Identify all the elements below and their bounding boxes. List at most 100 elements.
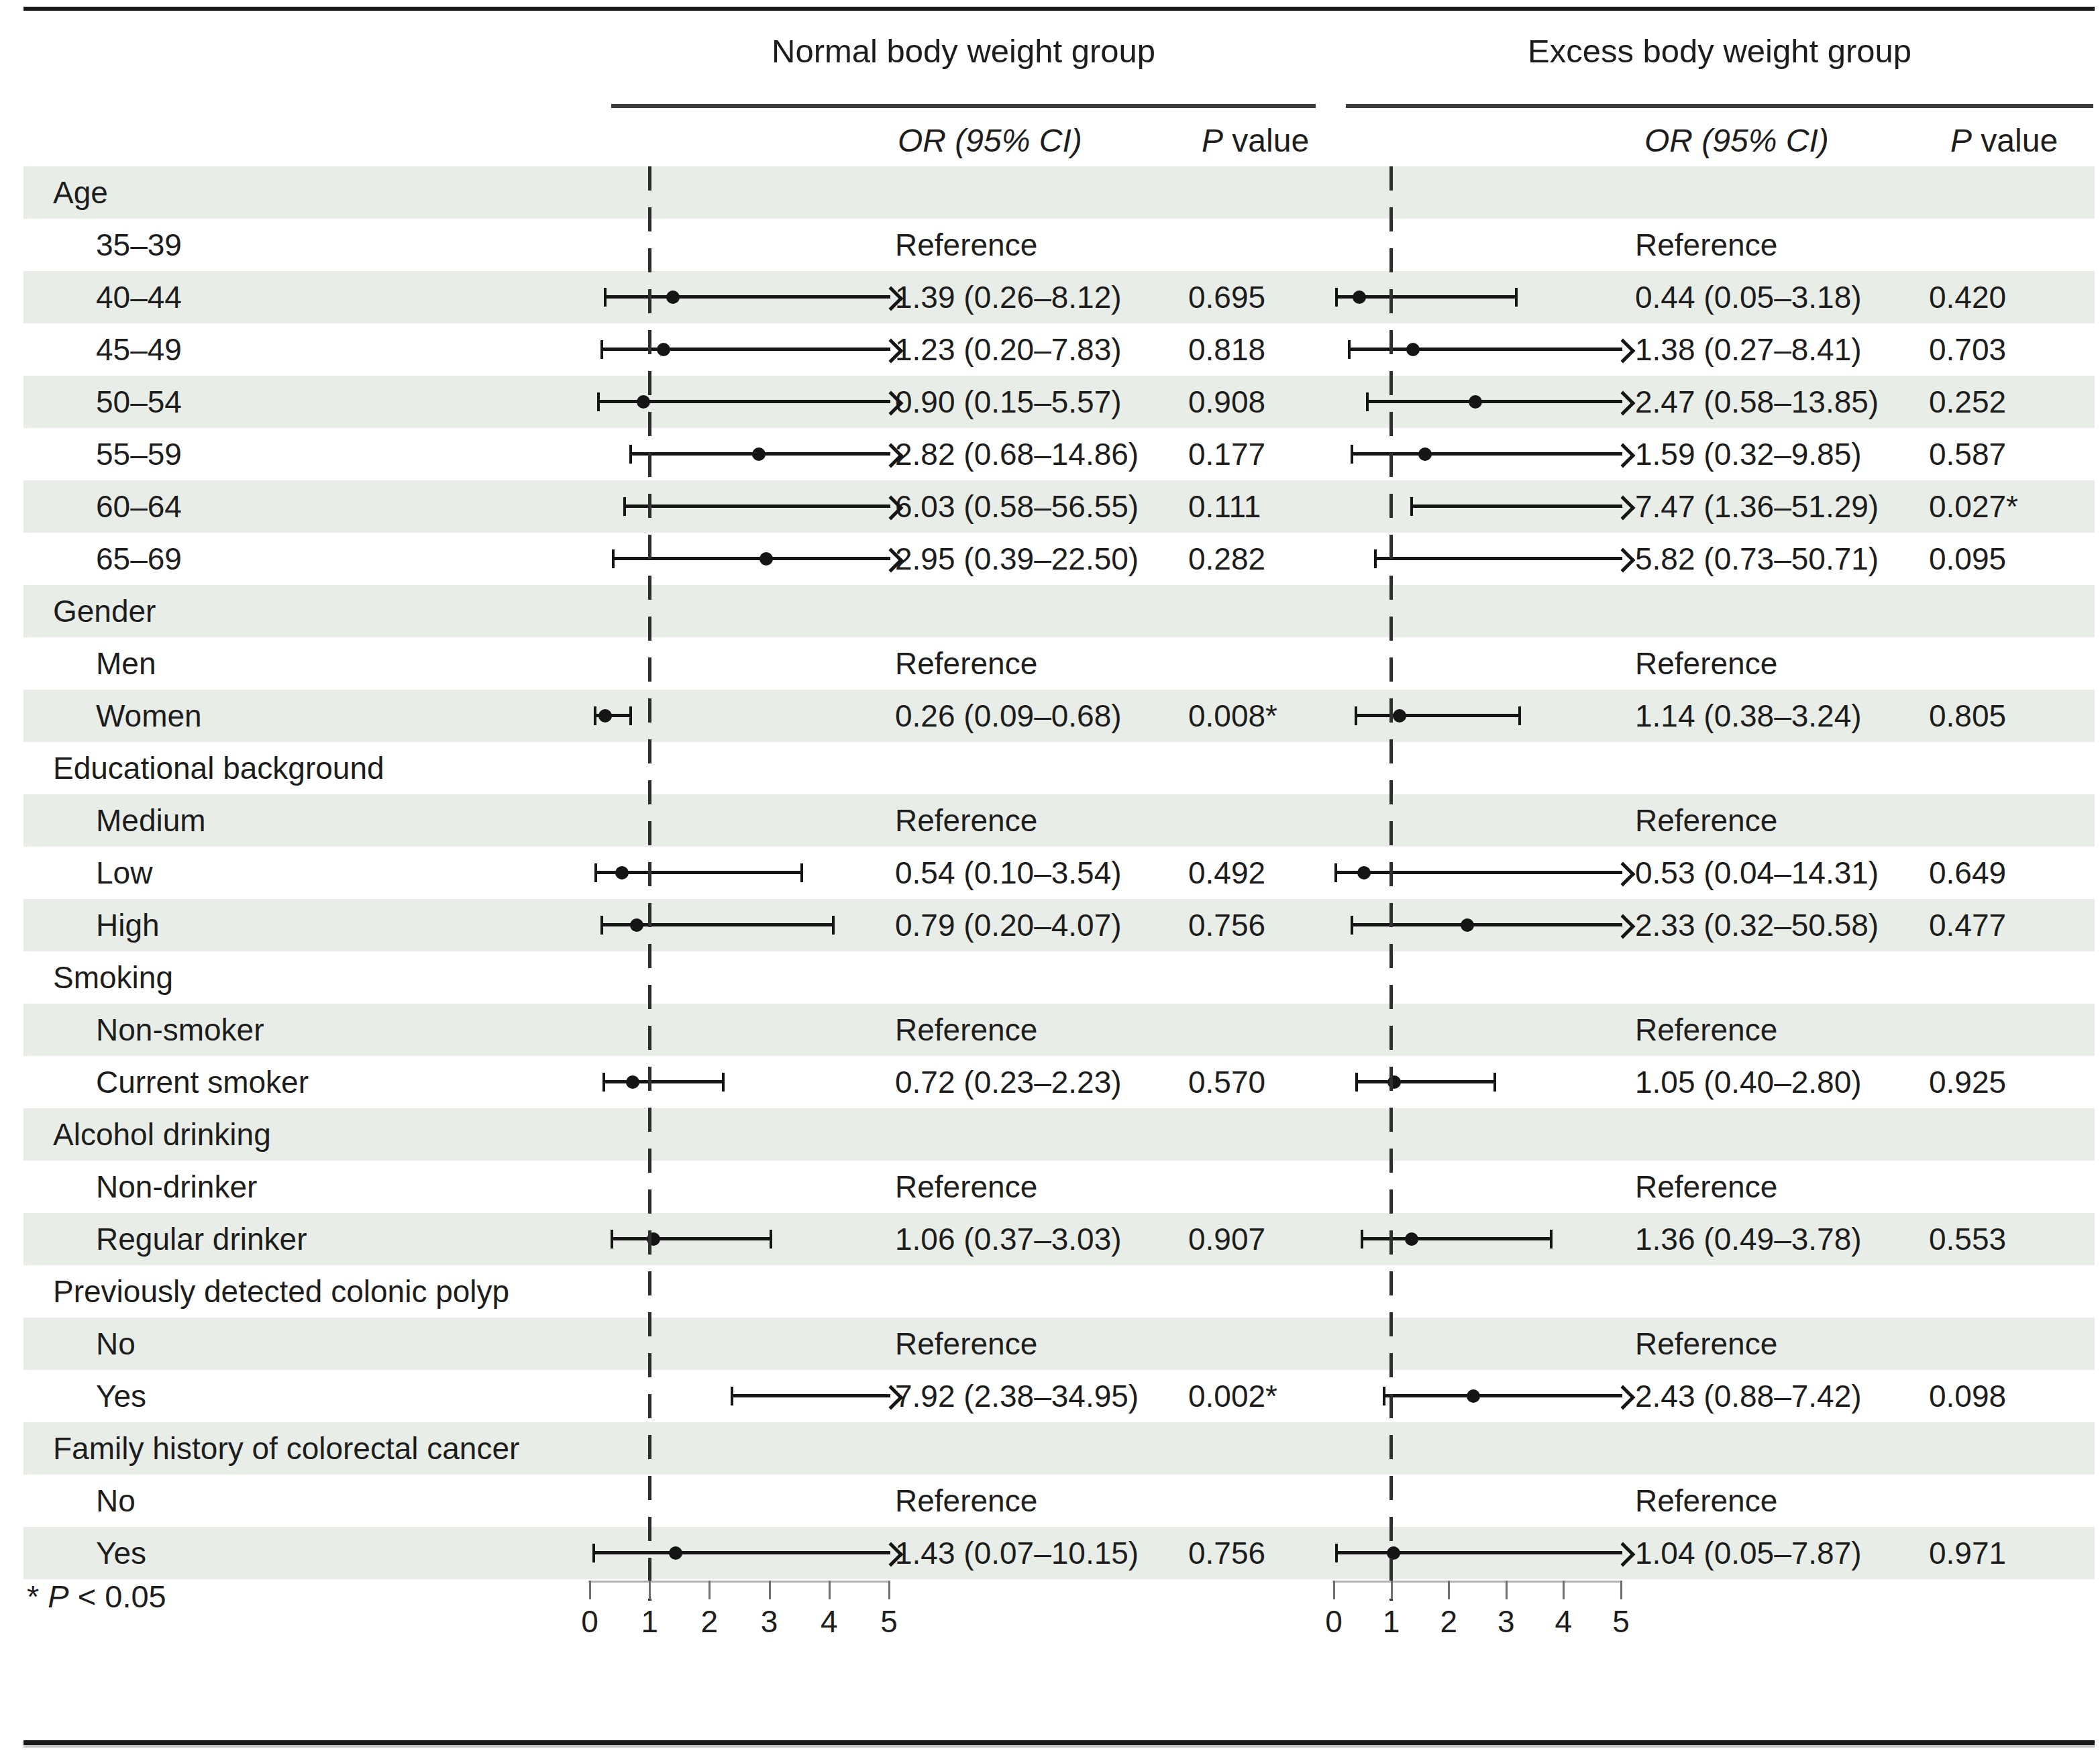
p-value: 0.587: [1929, 428, 2006, 480]
ci-cap-right: [1518, 706, 1521, 725]
arrow-right-icon: [1611, 862, 1636, 887]
ci-cap-left: [612, 549, 615, 568]
table-row: MenReferenceReference: [23, 637, 2095, 690]
ci-cap-left: [594, 706, 596, 725]
excess-p-column-header: P value: [1950, 122, 2058, 159]
row-label: 60–64: [96, 480, 182, 533]
ci-cap-right: [1493, 1073, 1496, 1092]
ci-cap-left: [1361, 1230, 1363, 1249]
normal-group-rule: [611, 104, 1316, 108]
p-header-rest: value: [1223, 123, 1309, 158]
ci-cap-right: [722, 1073, 725, 1092]
excess-axis-tick-label: 5: [1601, 1603, 1641, 1640]
normal-axis-tick: [708, 1581, 711, 1599]
ci-line: [625, 504, 890, 508]
reference-label: Reference: [1635, 1475, 1777, 1527]
ci-cap-left: [597, 392, 600, 411]
reference-label: Reference: [1635, 1004, 1777, 1056]
table-row: 35–39ReferenceReference: [23, 219, 2095, 271]
row-label: Educational background: [53, 742, 384, 794]
row-label: Yes: [96, 1527, 146, 1579]
table-row: NoReferenceReference: [23, 1318, 2095, 1370]
row-label: 65–69: [96, 533, 182, 585]
table-row: 45–491.23 (0.20–7.83)0.8181.38 (0.27–8.4…: [23, 323, 2095, 376]
normal-axis-tick-label: 4: [809, 1603, 849, 1640]
row-label: High: [96, 899, 160, 951]
ci-cap-left: [1383, 1387, 1385, 1405]
ci-cap-left: [611, 1230, 613, 1249]
ci-line: [594, 1551, 890, 1554]
excess-axis-line: [1332, 1581, 1622, 1583]
normal-axis-line: [588, 1581, 890, 1583]
table-row: 60–646.03 (0.58–56.55)0.1117.47 (1.36–51…: [23, 480, 2095, 533]
or-ci-value: 2.43 (0.88–7.42): [1635, 1370, 1862, 1422]
table-row: MediumReferenceReference: [23, 794, 2095, 847]
row-label: Smoking: [53, 951, 173, 1004]
ci-line: [1356, 714, 1520, 717]
row-label: No: [96, 1318, 136, 1370]
normal-axis-tick: [888, 1581, 890, 1599]
ci-cap-right: [832, 916, 835, 935]
table-row: 65–692.95 (0.39–22.50)0.2825.82 (0.73–50…: [23, 533, 2095, 585]
table-row: 40–441.39 (0.26–8.12)0.6950.44 (0.05–3.1…: [23, 271, 2095, 323]
arrow-right-icon: [1611, 496, 1636, 521]
or-point: [1357, 866, 1371, 880]
arrow-right-icon: [1611, 391, 1636, 416]
or-ci-value: 1.59 (0.32–9.85): [1635, 428, 1862, 480]
row-label: Gender: [53, 585, 156, 637]
normal-axis-tick-label: 0: [570, 1603, 610, 1640]
ci-cap-left: [604, 288, 607, 307]
or-point: [752, 447, 766, 461]
footnote-rest: < 0.05: [69, 1579, 166, 1614]
row-label: Previously detected colonic polyp: [53, 1265, 509, 1318]
p-value: 0.703: [1929, 323, 2006, 376]
reference-label: Reference: [895, 1318, 1037, 1370]
ci-cap-left: [731, 1387, 733, 1405]
row-label: No: [96, 1475, 136, 1527]
p-value: 0.492: [1188, 847, 1265, 899]
normal-reference-dashed-line: [648, 166, 651, 1601]
or-ci-value: 0.79 (0.20–4.07): [895, 899, 1122, 951]
table-row: Age: [23, 166, 2095, 219]
ci-line: [1336, 1551, 1622, 1554]
row-label: Medium: [96, 794, 206, 847]
normal-axis-tick: [829, 1581, 831, 1599]
or-ci-value: 0.72 (0.23–2.23): [895, 1056, 1122, 1108]
p-value: 0.805: [1929, 690, 2006, 742]
row-label: Family history of colorectal cancer: [53, 1422, 519, 1475]
excess-axis-tick: [1506, 1581, 1508, 1599]
or-point: [1461, 918, 1474, 932]
footnote: * P < 0.05: [27, 1578, 166, 1615]
or-point: [1405, 1232, 1418, 1246]
normal-p-column-header: P value: [1202, 122, 1309, 159]
table-row: Family history of colorectal cancer: [23, 1422, 2095, 1475]
or-ci-value: 1.43 (0.07–10.15): [895, 1527, 1139, 1579]
row-label: Regular drinker: [96, 1213, 307, 1265]
p-header-italic: P: [1950, 123, 1972, 158]
or-ci-value: 1.36 (0.49–3.78): [1635, 1213, 1862, 1265]
top-rule: [23, 7, 2095, 11]
reference-label: Reference: [895, 1475, 1037, 1527]
table-row: Low0.54 (0.10–3.54)0.4920.53 (0.04–14.31…: [23, 847, 2095, 899]
arrow-right-icon: [1611, 1542, 1636, 1567]
table-row: Women0.26 (0.09–0.68)0.008*1.14 (0.38–3.…: [23, 690, 2095, 742]
ci-cap-left: [1355, 706, 1357, 725]
p-value: 0.027*: [1929, 480, 2018, 533]
or-point: [1467, 1389, 1480, 1403]
ci-cap-left: [594, 863, 597, 882]
ci-cap-left: [1374, 549, 1377, 568]
ci-line: [1375, 557, 1622, 560]
ci-cap-left: [1366, 392, 1369, 411]
row-label: Non-drinker: [96, 1161, 257, 1213]
p-value: 0.756: [1188, 1527, 1265, 1579]
excess-axis-tick: [1448, 1581, 1450, 1599]
normal-group-title: Normal body weight group: [611, 32, 1316, 70]
table-row: Educational background: [23, 742, 2095, 794]
ci-cap-left: [1334, 863, 1337, 882]
or-ci-header-text: OR (95% CI): [898, 123, 1082, 158]
p-value: 0.908: [1188, 376, 1265, 428]
excess-axis-tick-label: 2: [1428, 1603, 1469, 1640]
table-row: Non-drinkerReferenceReference: [23, 1161, 2095, 1213]
or-ci-value: 6.03 (0.58–56.55): [895, 480, 1139, 533]
p-value: 0.907: [1188, 1213, 1265, 1265]
